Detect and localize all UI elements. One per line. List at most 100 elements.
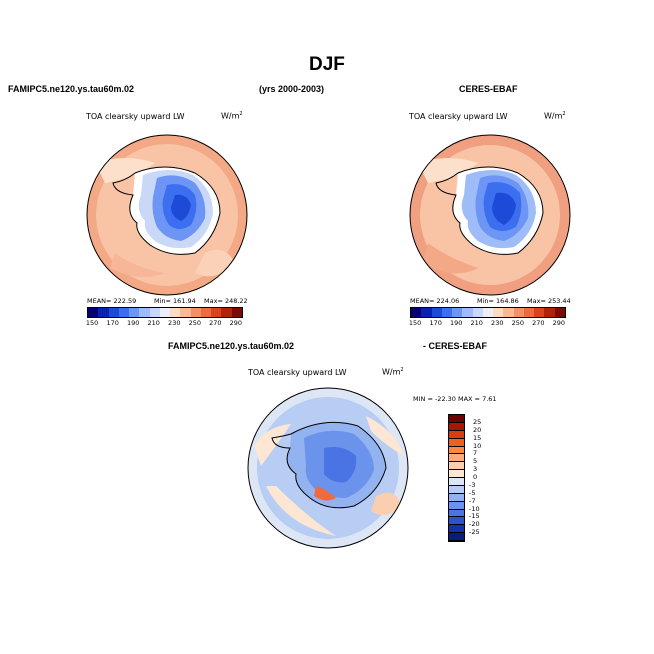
colorbar-tick-label: -25 (469, 528, 480, 537)
colorbar-tick-label: 210 (147, 319, 160, 327)
colorbar-swatch (149, 308, 160, 317)
colorbar-swatch (503, 308, 514, 317)
colorbar-tick-label: 250 (188, 319, 202, 327)
panel3-units-label: W/m2 (382, 367, 404, 377)
colorbar-swatch (211, 308, 222, 317)
colorbar-swatch (441, 308, 453, 317)
colorbar-swatch (411, 308, 422, 317)
colorbar-swatch (534, 308, 545, 317)
colorbar-tick-label: -15 (469, 512, 480, 521)
colorbar-swatch (129, 308, 140, 317)
colorbar-swatch (452, 308, 463, 317)
panel1-units-label: W/m2 (221, 111, 243, 121)
panel1-mean: MEAN= 222.59 (87, 297, 137, 305)
panel2-polar-map (409, 134, 571, 296)
colorbar-swatch (523, 308, 535, 317)
colorbar-swatch (180, 308, 191, 317)
colorbar-swatch (449, 446, 464, 455)
colorbar-tick-label: -20 (469, 520, 480, 529)
diff-case-name-label: FAMIPC5.ne120.ys.tau60m.02 (168, 341, 295, 351)
colorbar-tick-label: 210 (470, 319, 483, 327)
colorbar-tick-label: 15 (473, 433, 482, 442)
colorbar-swatch (513, 308, 524, 317)
colorbar-tick-label: 190 (449, 319, 463, 327)
colorbar-tick-label: 10 (473, 441, 482, 450)
panel2-max: Max= 253.44 (527, 297, 571, 305)
colorbar-swatch (139, 308, 150, 317)
panel2-colorbar-ticks: 150 170 190 210 230 250 270 290 (408, 319, 566, 329)
colorbar-tick-label: 0 (473, 473, 478, 481)
colorbar-swatch (200, 308, 212, 317)
colorbar-tick-label: -7 (469, 496, 476, 505)
colorbar-tick-label: 290 (552, 319, 566, 327)
panel1-colorbar (87, 307, 243, 318)
colorbar-swatch (449, 509, 464, 518)
colorbar-swatch (449, 454, 464, 463)
colorbar-swatch (449, 415, 464, 423)
colorbar-tick-label: -10 (469, 504, 480, 513)
colorbar-tick-label: 270 (209, 319, 222, 327)
panel2-variable-label: TOA clearsky upward LW (409, 112, 508, 121)
colorbar-swatch (431, 308, 442, 317)
panel3-colorbar (448, 414, 465, 542)
colorbar-swatch (493, 308, 504, 317)
colorbar-tick-label: 170 (106, 319, 119, 327)
colorbar-swatch (449, 478, 464, 486)
colorbar-tick-label: 7 (473, 449, 478, 458)
colorbar-swatch (421, 308, 432, 317)
colorbar-swatch (118, 308, 130, 317)
panel1-variable-label: TOA clearsky upward LW (86, 112, 185, 121)
colorbar-swatch (482, 308, 494, 317)
panel2-min: Min= 164.86 (477, 297, 519, 305)
colorbar-swatch (449, 485, 464, 494)
colorbar-tick-label: 20 (473, 425, 482, 434)
colorbar-tick-label: 270 (532, 319, 545, 327)
colorbar-tick-label: -3 (469, 480, 476, 489)
panel2-units-label: W/m2 (544, 111, 566, 121)
colorbar-swatch (449, 517, 464, 526)
colorbar-swatch (472, 308, 483, 317)
panel3-minmax: MIN = -22.30 MAX = 7.61 (413, 395, 497, 403)
colorbar-swatch (449, 430, 464, 439)
colorbar-tick-label: 290 (229, 319, 243, 327)
panel3-polar-map (247, 387, 409, 549)
colorbar-tick-label: 3 (473, 465, 478, 474)
colorbar-swatch (449, 501, 464, 510)
colorbar-swatch (449, 470, 464, 478)
colorbar-swatch (221, 308, 232, 317)
panel1-max: Max= 248.22 (204, 297, 248, 305)
colorbar-swatch (108, 308, 119, 317)
colorbar-swatch (170, 308, 181, 317)
case-name-label: FAMIPC5.ne120.ys.tau60m.02 (8, 84, 135, 94)
colorbar-tick-label: 25 (473, 417, 482, 426)
panel3-variable-label: TOA clearsky upward LW (248, 368, 347, 377)
colorbar-swatch (231, 308, 242, 317)
panel1-min: Min= 161.94 (154, 297, 196, 305)
colorbar-tick-label: 150 (408, 319, 422, 327)
colorbar-swatch (544, 308, 555, 317)
years-label: (yrs 2000-2003) (259, 84, 325, 94)
colorbar-swatch (449, 525, 464, 534)
colorbar-tick-label: 170 (429, 319, 442, 327)
colorbar-swatch (449, 438, 464, 447)
colorbar-swatch (190, 308, 201, 317)
colorbar-tick-label: 150 (85, 319, 99, 327)
panel2-colorbar (410, 307, 566, 318)
panel2-mean: MEAN= 224.06 (410, 297, 460, 305)
panel1-colorbar-ticks: 150 170 190 210 230 250 270 290 (85, 319, 243, 329)
colorbar-swatch (449, 533, 464, 541)
colorbar-swatch (449, 422, 464, 431)
diff-obs-name-label: - CERES-EBAF (423, 341, 488, 351)
colorbar-tick-label: 190 (126, 319, 140, 327)
colorbar-tick-label: -5 (469, 488, 476, 497)
obs-name-label: CERES-EBAF (459, 84, 518, 94)
colorbar-tick-label: 5 (473, 457, 478, 466)
colorbar-swatch (449, 462, 464, 471)
page-title: DJF (309, 54, 345, 75)
colorbar-tick-label: 230 (491, 319, 504, 327)
colorbar-swatch (554, 308, 565, 317)
colorbar-swatch (449, 493, 464, 502)
colorbar-tick-label: 250 (511, 319, 525, 327)
panel1-polar-map (86, 134, 248, 296)
colorbar-tick-label: 230 (168, 319, 181, 327)
